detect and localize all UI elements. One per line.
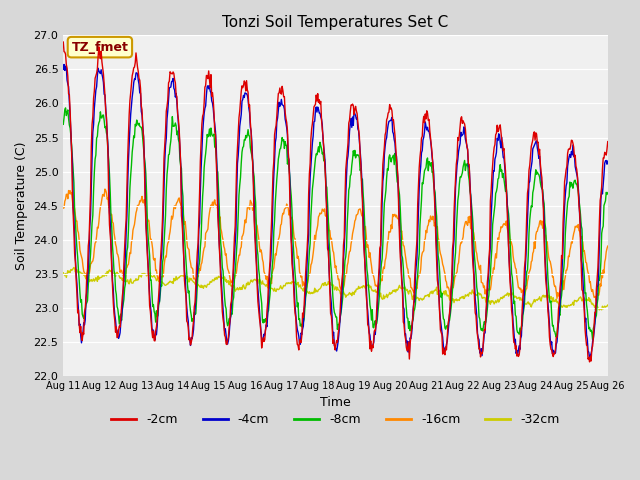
Text: TZ_fmet: TZ_fmet: [72, 41, 129, 54]
X-axis label: Time: Time: [320, 396, 351, 409]
Y-axis label: Soil Temperature (C): Soil Temperature (C): [15, 142, 28, 270]
Title: Tonzi Soil Temperatures Set C: Tonzi Soil Temperatures Set C: [222, 15, 449, 30]
Legend: -2cm, -4cm, -8cm, -16cm, -32cm: -2cm, -4cm, -8cm, -16cm, -32cm: [106, 408, 564, 431]
